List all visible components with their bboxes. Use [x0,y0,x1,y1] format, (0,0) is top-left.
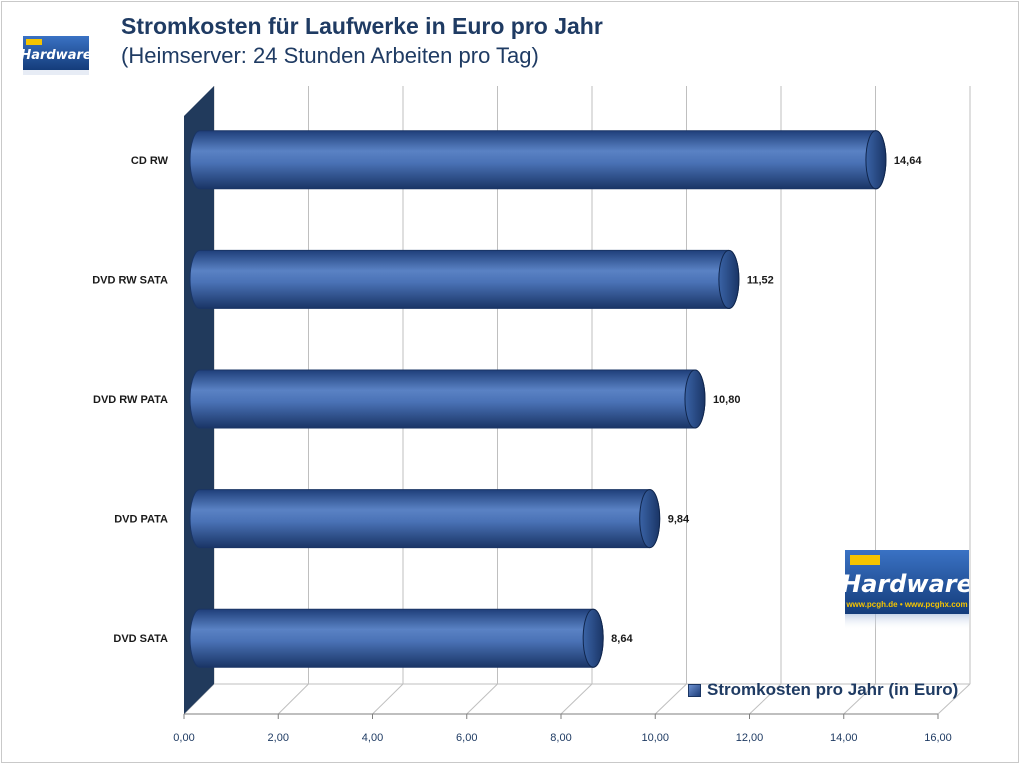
logo-large-brand-text: Hardware [845,570,969,598]
floor-gridline-3 [466,683,498,715]
chart-subtitle: (Heimserver: 24 Stunden Arbeiten pro Tag… [121,43,539,68]
bar-cap-3 [639,489,661,549]
category-label-1: DVD RW SATA [92,274,168,286]
x-tick-label-6: 12,00 [736,732,764,744]
bar-cap-0 [865,130,887,190]
x-tick-label-1: 2,00 [268,732,289,744]
chart-title: Stromkosten für Laufwerke in Euro pro Ja… [121,13,603,39]
floor-gridline-5 [654,683,687,715]
bar-1 [189,249,740,309]
brand-logo-small: Hardware [23,36,89,75]
bar-cap-2 [684,369,706,429]
category-label-2: DVD RW PATA [93,394,168,406]
floor-gridline-6 [749,683,782,715]
x-tick-label-4: 8,00 [550,732,571,744]
bar-cap-1 [718,249,740,309]
bar-value-label-2: 10,80 [713,394,741,406]
bar-value-label-3: 9,84 [668,514,690,526]
category-label-3: DVD PATA [114,514,168,526]
bar-cap-4 [582,608,604,668]
x-tick-label-5: 10,00 [641,732,669,744]
bar-value-label-1: 11,52 [747,274,774,286]
bar-4 [189,608,604,668]
floor-gridline-7 [843,683,876,715]
bar-value-label-4: 8,64 [611,633,633,645]
legend-swatch [688,683,701,697]
floor-gridline-8 [937,683,971,715]
category-label-4: DVD SATA [113,633,168,645]
bar-value-label-0: 14,64 [894,155,922,167]
logo-url-text: www.pcgh.de • www.pcghx.com [845,600,967,609]
legend-label: Stromkosten pro Jahr (in Euro) [707,680,959,699]
x-tick-label-3: 6,00 [456,732,477,744]
bar-3 [189,489,661,549]
floor-gridline-2 [372,683,404,715]
brand-logo-large: Hardware www.pcgh.de • www.pcghx.com [845,550,969,630]
legend: Stromkosten pro Jahr (in Euro) [688,680,958,700]
x-tick-label-0: 0,00 [173,732,194,744]
floor-gridline-1 [277,683,309,715]
category-label-0: CD RW [131,155,169,167]
x-tick-label-2: 4,00 [362,732,383,744]
x-tick-label-7: 14,00 [830,732,858,744]
logo-brand-text: Hardware [23,48,89,63]
bar-0 [189,130,887,190]
bar-2 [189,369,706,429]
floor-gridline-4 [560,683,593,715]
x-tick-label-8: 16,00 [924,732,952,744]
